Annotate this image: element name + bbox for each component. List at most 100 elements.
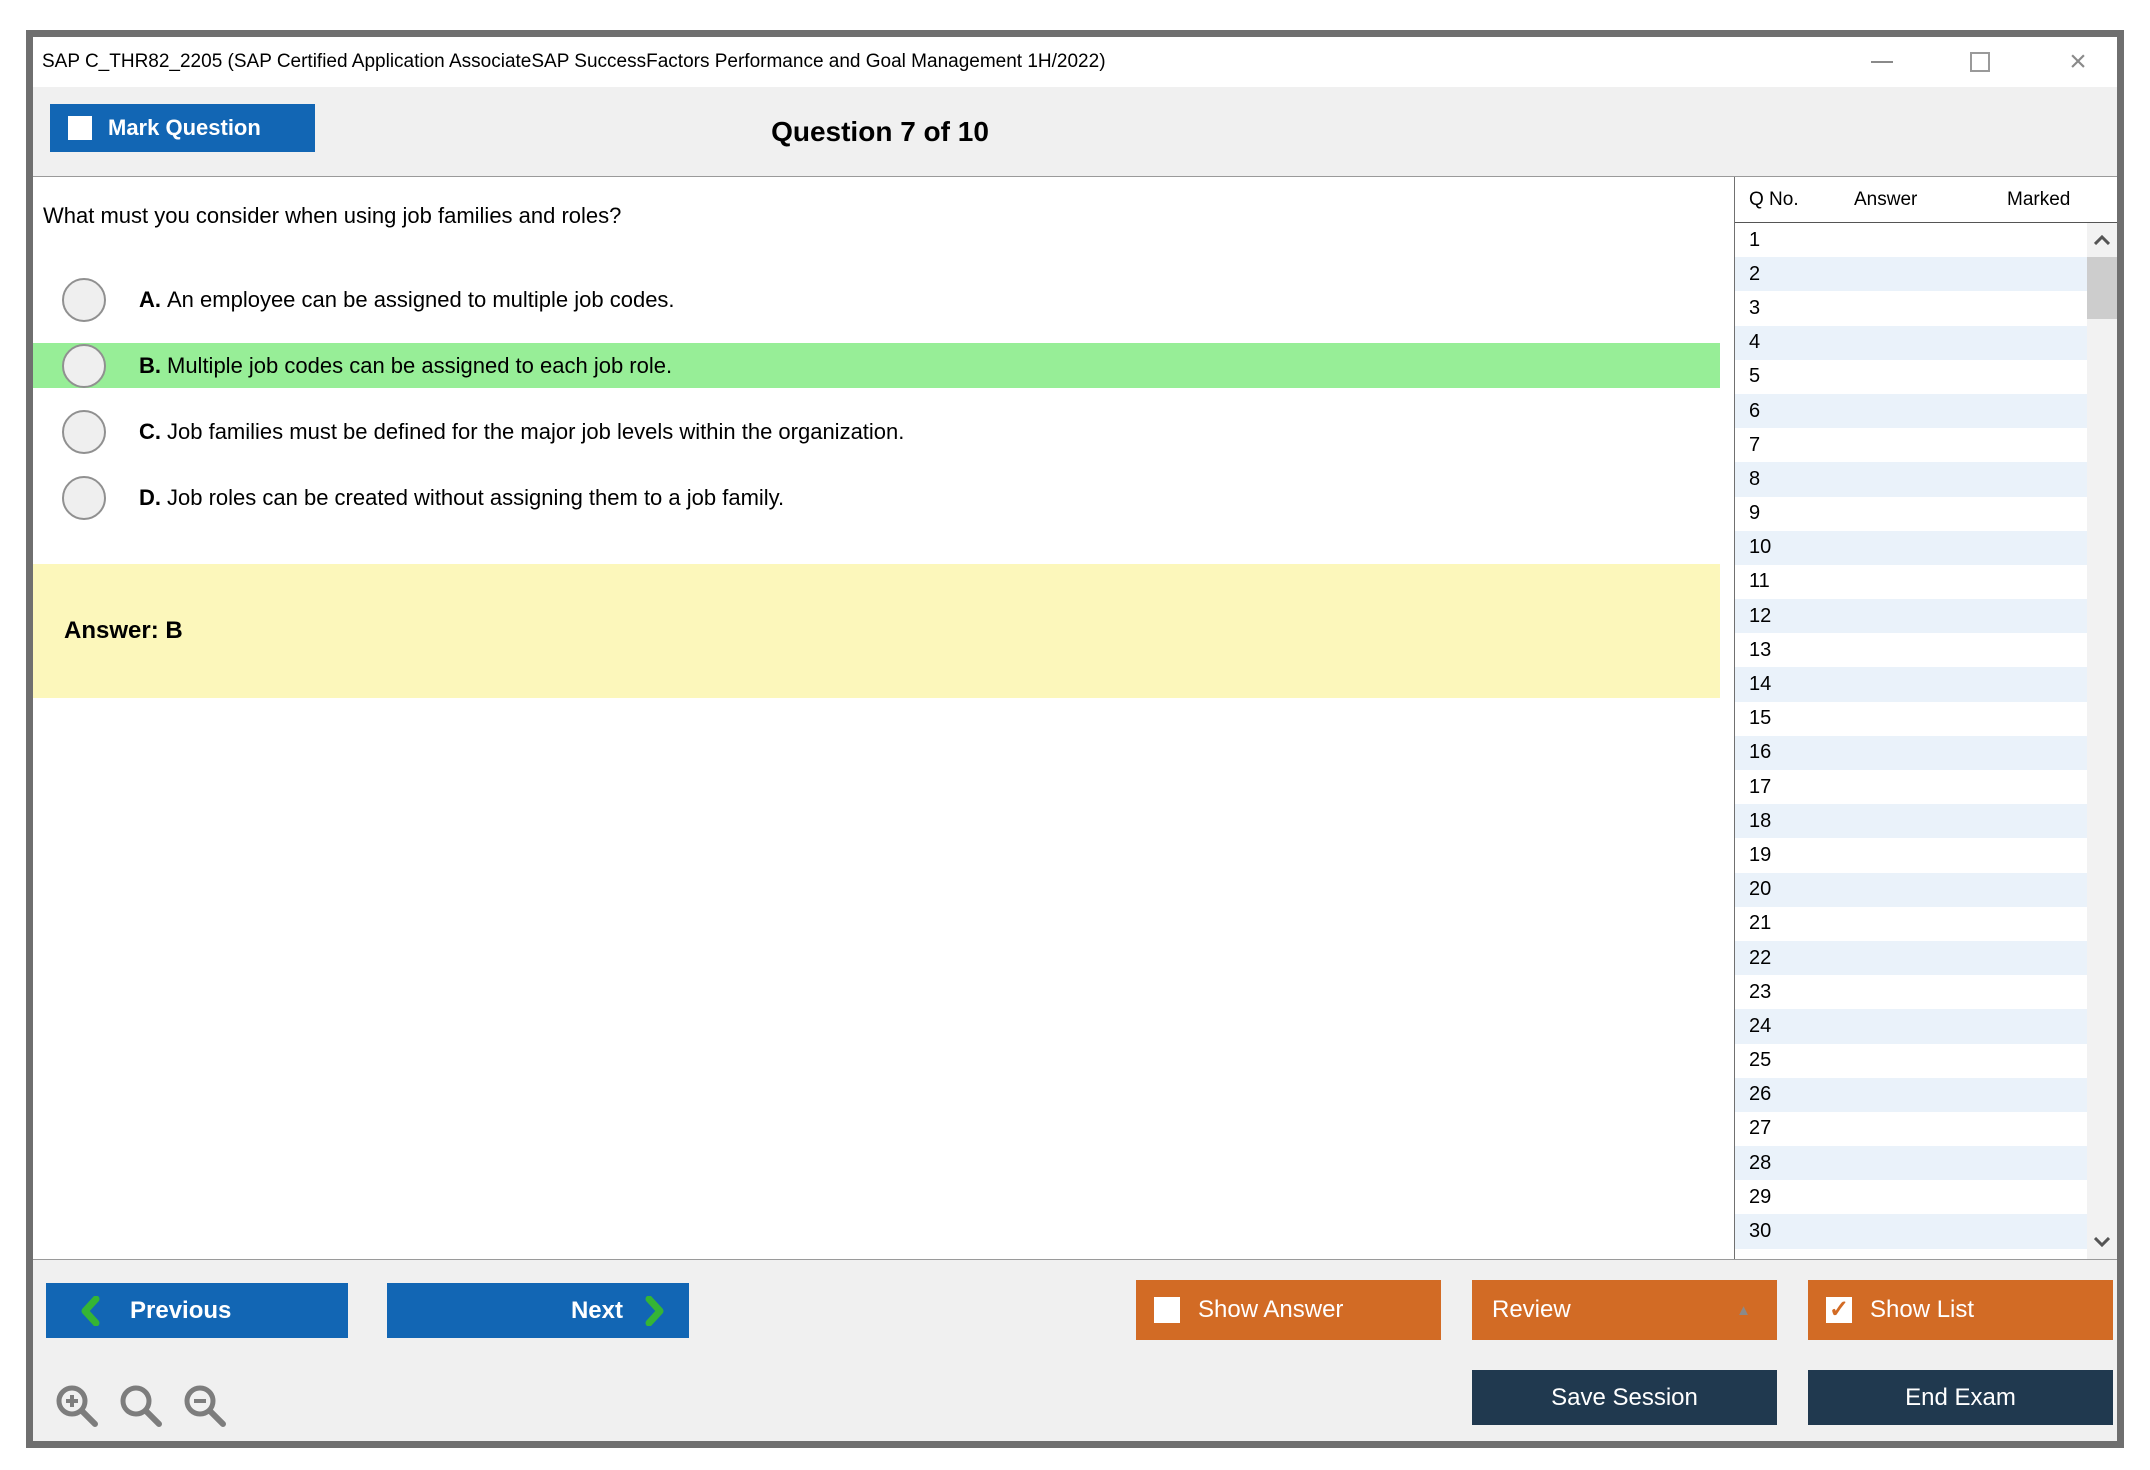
question-number: 2 [1749, 262, 1761, 285]
question-list-row[interactable]: 11 [1735, 565, 2087, 599]
next-label: Next [570, 1296, 623, 1324]
mark-question-checkbox[interactable] [68, 116, 92, 140]
question-number: 3 [1749, 296, 1761, 319]
option-text: Job roles can be created without assigni… [167, 484, 785, 510]
show-answer-checkbox[interactable] [1154, 1297, 1180, 1323]
question-list-row[interactable]: 16 [1735, 735, 2087, 770]
show-list-button[interactable]: ✓ Show List [1808, 1280, 2113, 1340]
question-list-row[interactable]: 24 [1735, 1009, 2087, 1044]
question-list-row[interactable]: 21 [1735, 907, 2087, 941]
maximize-icon[interactable] [1967, 49, 1993, 75]
question-list-row[interactable]: 26 [1735, 1077, 2087, 1112]
question-list-row[interactable]: 28 [1735, 1146, 2087, 1181]
check-icon: ✓ [1828, 1296, 1850, 1323]
end-exam-button[interactable]: End Exam [1808, 1370, 2113, 1425]
previous-button[interactable]: Previous [46, 1283, 348, 1338]
window-controls: × [1869, 45, 2091, 78]
question-list-row[interactable]: 9 [1735, 497, 2087, 531]
zoom-out-icon[interactable] [181, 1382, 229, 1430]
question-number: 25 [1749, 1049, 1772, 1072]
question-list-row[interactable]: 3 [1735, 291, 2087, 325]
show-list-checkbox[interactable]: ✓ [1826, 1297, 1852, 1323]
option-row-d[interactable]: D. Job roles can be created without assig… [33, 475, 1720, 520]
question-number: 16 [1749, 741, 1772, 764]
question-list-row[interactable]: 10 [1735, 530, 2087, 565]
question-list-body: 1 2 3 4 5 6 7 8 9 10 11 12 13 14 15 16 17 18 19 20 21 22 23 24 2… [1735, 223, 2117, 1259]
question-list-row[interactable]: 2 [1735, 257, 2087, 292]
question-list-row[interactable]: 15 [1735, 702, 2087, 736]
question-number: 30 [1749, 1220, 1772, 1243]
question-number: 19 [1749, 843, 1772, 866]
question-list-row[interactable]: 7 [1735, 428, 2087, 462]
mark-question-button[interactable]: Mark Question [50, 104, 315, 152]
option-letter: D. [139, 484, 161, 510]
option-letter: C. [139, 418, 161, 444]
question-number: 11 [1749, 570, 1770, 593]
zoom-in-icon[interactable] [53, 1382, 101, 1430]
end-exam-label: End Exam [1905, 1383, 2016, 1411]
question-list-row[interactable]: 17 [1735, 770, 2087, 804]
question-list-row[interactable]: 23 [1735, 975, 2087, 1009]
question-list-scrollbar[interactable] [2087, 223, 2117, 1259]
show-answer-button[interactable]: Show Answer [1136, 1280, 1441, 1340]
option-row-b[interactable]: B. Multiple job codes can be assigned to … [33, 343, 1720, 388]
review-button[interactable]: Review ▲ [1472, 1280, 1777, 1340]
option-row-c[interactable]: C. Job families must be defined for the m… [33, 409, 1720, 454]
option-letter: A. [139, 286, 161, 312]
next-button[interactable]: Next [387, 1283, 689, 1338]
show-answer-label: Show Answer [1198, 1296, 1344, 1323]
question-list-row[interactable]: 1 [1735, 223, 2087, 257]
question-list-row[interactable]: 5 [1735, 360, 2087, 394]
question-number: 1 [1749, 228, 1761, 251]
save-session-button[interactable]: Save Session [1472, 1370, 1777, 1425]
magnifier-icon[interactable] [117, 1382, 165, 1430]
question-list: 1 2 3 4 5 6 7 8 9 10 11 12 13 14 15 16 17 18 19 20 21 22 23 24 2… [1735, 223, 2087, 1259]
question-number: 5 [1749, 365, 1761, 388]
question-list-row[interactable]: 13 [1735, 633, 2087, 667]
option-row-a[interactable]: A. An employee can be assigned to multipl… [33, 277, 1720, 322]
header-bar: Mark Question Question 7 of 10 [33, 87, 2117, 176]
question-number: 22 [1749, 946, 1772, 969]
question-number: 12 [1749, 604, 1772, 627]
question-list-row[interactable]: 8 [1735, 462, 2087, 497]
answer-box: Answer: B [33, 564, 1720, 698]
column-qno: Q No. [1749, 188, 1799, 210]
question-list-row[interactable]: 27 [1735, 1112, 2087, 1146]
question-list-row[interactable]: 20 [1735, 872, 2087, 907]
close-icon[interactable]: × [2069, 45, 2087, 78]
question-number: 17 [1749, 775, 1772, 798]
radio-button[interactable] [62, 277, 106, 322]
question-number: 9 [1749, 502, 1761, 525]
scrollbar-thumb[interactable] [2087, 257, 2117, 319]
chevron-left-icon [81, 1295, 100, 1326]
option-text: Multiple job codes can be assigned to ea… [167, 352, 673, 378]
radio-button[interactable] [62, 475, 106, 520]
question-list-row[interactable]: 12 [1735, 599, 2087, 634]
minimize-icon[interactable] [1869, 49, 1895, 75]
question-number: 27 [1749, 1117, 1772, 1140]
radio-button[interactable] [62, 409, 106, 454]
question-number: 26 [1749, 1083, 1772, 1106]
question-list-row[interactable]: 22 [1735, 940, 2087, 976]
question-list-row[interactable]: 6 [1735, 393, 2087, 429]
options-list: A. An employee can be assigned to multipl… [33, 277, 1734, 520]
radio-button[interactable] [62, 343, 106, 388]
question-list-row[interactable]: 19 [1735, 838, 2087, 872]
scroll-up-icon[interactable] [2087, 223, 2117, 257]
question-number: 10 [1749, 536, 1772, 559]
caret-up-icon: ▲ [1736, 1301, 1751, 1319]
scroll-down-icon[interactable] [2087, 1225, 2117, 1259]
question-number: 14 [1749, 673, 1772, 696]
question-list-row[interactable]: 25 [1735, 1044, 2087, 1078]
zoom-toolbar [53, 1382, 229, 1430]
column-answer: Answer [1854, 188, 1918, 210]
question-panel: What must you consider when using job fa… [33, 177, 1734, 1259]
question-list-row[interactable]: 18 [1735, 804, 2087, 839]
question-list-row[interactable]: 30 [1735, 1214, 2087, 1249]
answer-label: Answer: B [64, 617, 183, 644]
question-list-row[interactable]: 29 [1735, 1180, 2087, 1214]
question-number: 28 [1749, 1151, 1772, 1174]
question-list-row[interactable]: 14 [1735, 667, 2087, 702]
question-number: 29 [1749, 1185, 1772, 1208]
question-list-row[interactable]: 4 [1735, 325, 2087, 360]
